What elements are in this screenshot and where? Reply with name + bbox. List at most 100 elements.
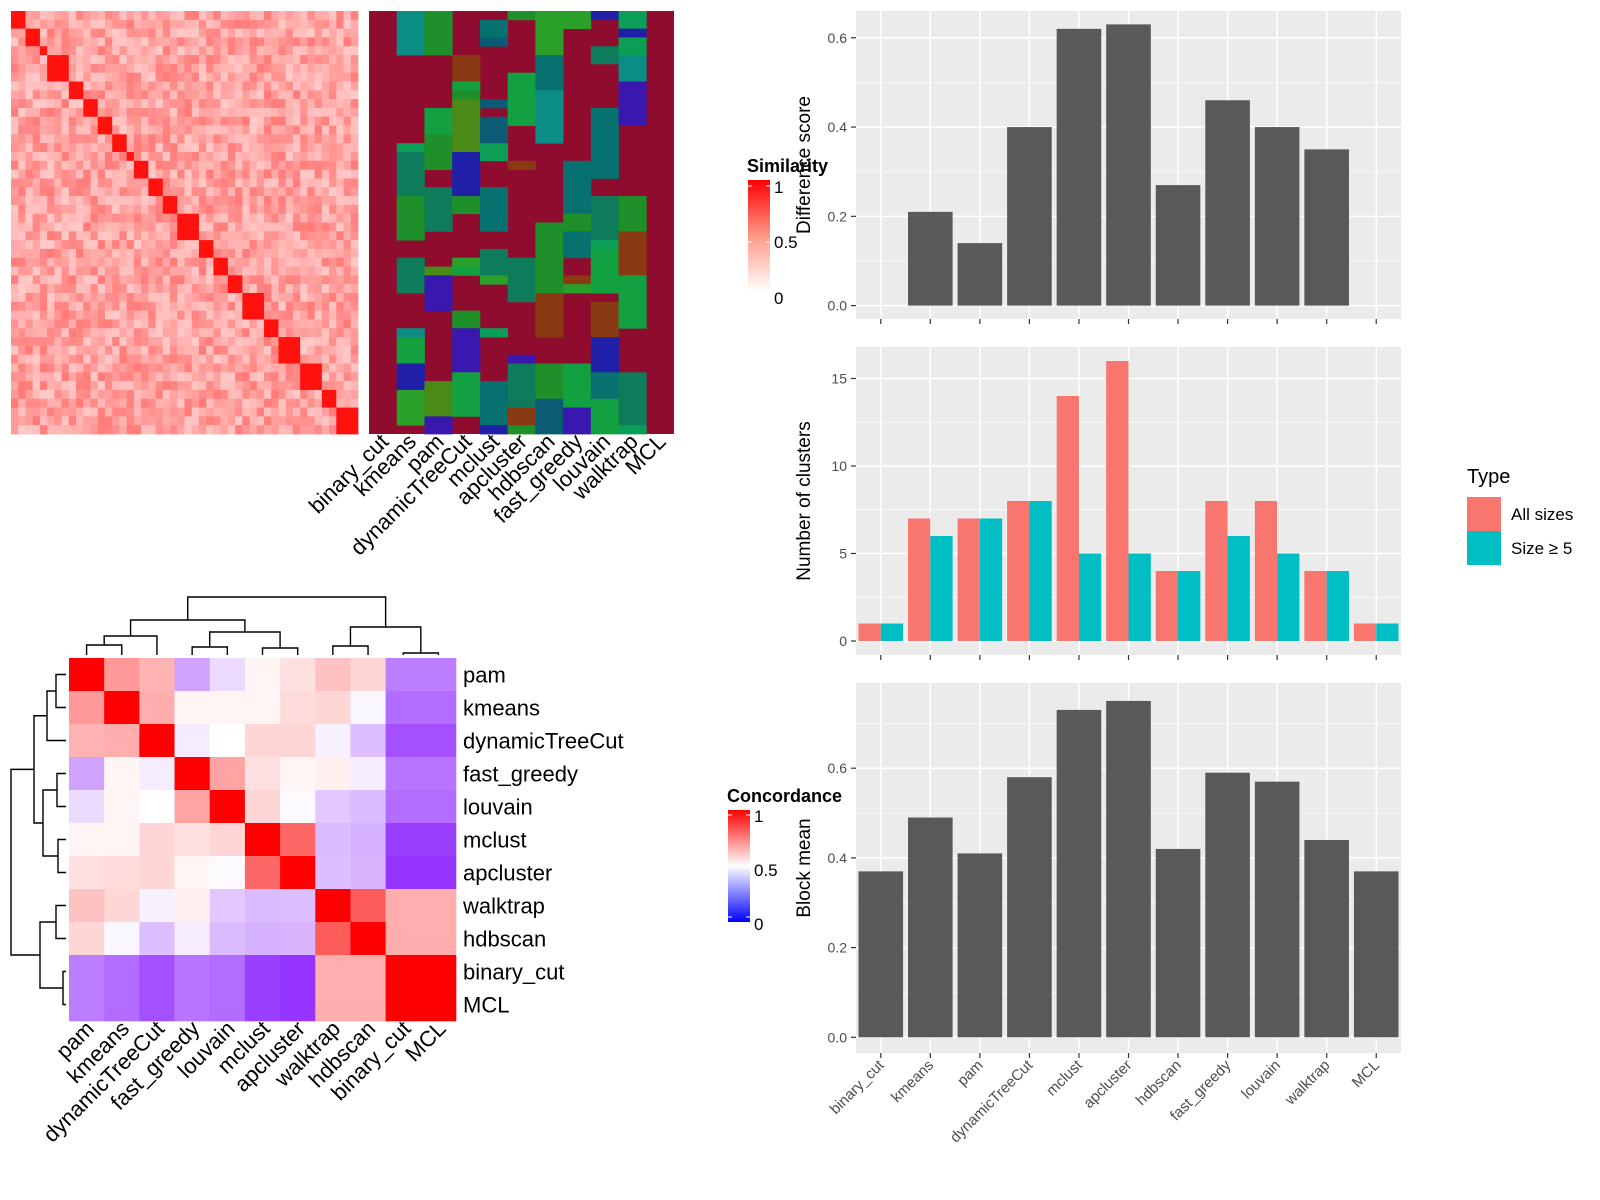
similarity-cell [104, 301, 113, 312]
similarity-cell [242, 345, 250, 356]
similarity-cell [170, 310, 178, 320]
concordance-cell [350, 757, 386, 791]
similarity-cell [329, 381, 337, 391]
similarity-cell [90, 11, 99, 21]
similarity-cell [329, 152, 337, 162]
concordance-row-dendrogram [10, 673, 66, 1006]
similarity-cell [97, 231, 106, 241]
cluster-cell [535, 398, 564, 435]
similarity-cell [119, 55, 128, 65]
concordance-cell [69, 724, 105, 758]
similarity-cell [184, 398, 193, 408]
similarity-cell [336, 407, 344, 417]
similarity-cell [83, 63, 91, 74]
similarity-cell [285, 319, 294, 329]
similarity-cell [213, 63, 222, 74]
similarity-cell [97, 187, 106, 197]
similarity-cell [11, 345, 19, 356]
similarity-cell [133, 90, 142, 100]
concordance-cell [315, 790, 351, 824]
similarity-cell [198, 152, 207, 162]
similarity-cell [227, 231, 236, 241]
similarity-cell [264, 55, 272, 65]
similarity-cell [104, 293, 113, 303]
similarity-cell [242, 337, 250, 347]
similarity-cell [61, 363, 70, 373]
similarity-cell [206, 425, 214, 435]
similarity-cell [343, 398, 352, 408]
similarity-cell [350, 143, 359, 153]
similarity-cell [314, 345, 323, 356]
similarity-cell [25, 372, 34, 382]
similarity-cell [112, 204, 120, 215]
similarity-cell [264, 152, 272, 162]
similarity-cell [141, 81, 149, 91]
similarity-cell [256, 143, 265, 153]
similarity-cell [97, 178, 106, 188]
similarity-cell [141, 231, 149, 241]
similarity-cell [112, 345, 120, 356]
cluster-cell [507, 407, 536, 426]
similarity-cell [336, 293, 344, 303]
similarity-cell [155, 19, 164, 30]
similarity-cell [47, 416, 55, 426]
similarity-cell [213, 248, 222, 259]
similarity-cell [198, 363, 207, 373]
similarity-cell [39, 196, 48, 206]
similarity-cell [141, 213, 149, 223]
bar [1106, 361, 1129, 641]
similarity-cell [198, 196, 207, 206]
similarity-cell [264, 46, 272, 56]
similarity-cell [177, 257, 185, 267]
similarity-cell [213, 160, 222, 171]
similarity-cell [206, 345, 214, 356]
similarity-cell [307, 248, 316, 259]
similarity-cell [191, 425, 200, 435]
similarity-cell [336, 187, 344, 197]
similarity-cell [68, 116, 77, 126]
similarity-cell [39, 328, 48, 338]
similarity-cell [198, 222, 207, 232]
similarity-cell [336, 275, 344, 285]
similarity-cell [18, 11, 26, 21]
concordance-cell [139, 691, 175, 725]
similarity-cell [249, 275, 258, 285]
similarity-cell [11, 389, 19, 400]
cluster-cell [618, 425, 647, 435]
similarity-cell [191, 204, 200, 215]
similarity-cell [18, 213, 26, 223]
similarity-cell [61, 266, 70, 276]
similarity-cell [18, 398, 26, 408]
similarity-cell [329, 90, 337, 100]
bar [1007, 127, 1052, 306]
similarity-cell [25, 328, 34, 338]
similarity-cell [76, 416, 84, 426]
similarity-cell [61, 152, 70, 162]
bar [1304, 571, 1327, 641]
similarity-cell [25, 134, 34, 144]
similarity-cell [206, 337, 214, 347]
similarity-cell [170, 354, 178, 364]
similarity-cell [350, 337, 359, 347]
similarity-cell [90, 160, 99, 171]
similarity-cell [343, 275, 352, 285]
similarity-cell [343, 28, 352, 38]
similarity-cell [184, 134, 193, 144]
similarity-cell [285, 363, 294, 373]
similarity-cell [119, 301, 128, 312]
similarity-cell [61, 328, 70, 338]
similarity-cell [68, 381, 77, 391]
similarity-cell [25, 284, 34, 294]
similarity-cell [329, 363, 337, 373]
similarity-cell [235, 381, 243, 391]
similarity-cell [90, 284, 99, 294]
similarity-cell [119, 275, 128, 285]
similarity-cell [242, 389, 250, 400]
similarity-cell [126, 240, 135, 250]
bar [1326, 571, 1349, 641]
concordance-cell [104, 988, 140, 1022]
dendrogram-branch [349, 626, 422, 653]
concordance-cell [420, 790, 457, 824]
similarity-cell [126, 63, 135, 74]
similarity-cell [249, 46, 258, 56]
